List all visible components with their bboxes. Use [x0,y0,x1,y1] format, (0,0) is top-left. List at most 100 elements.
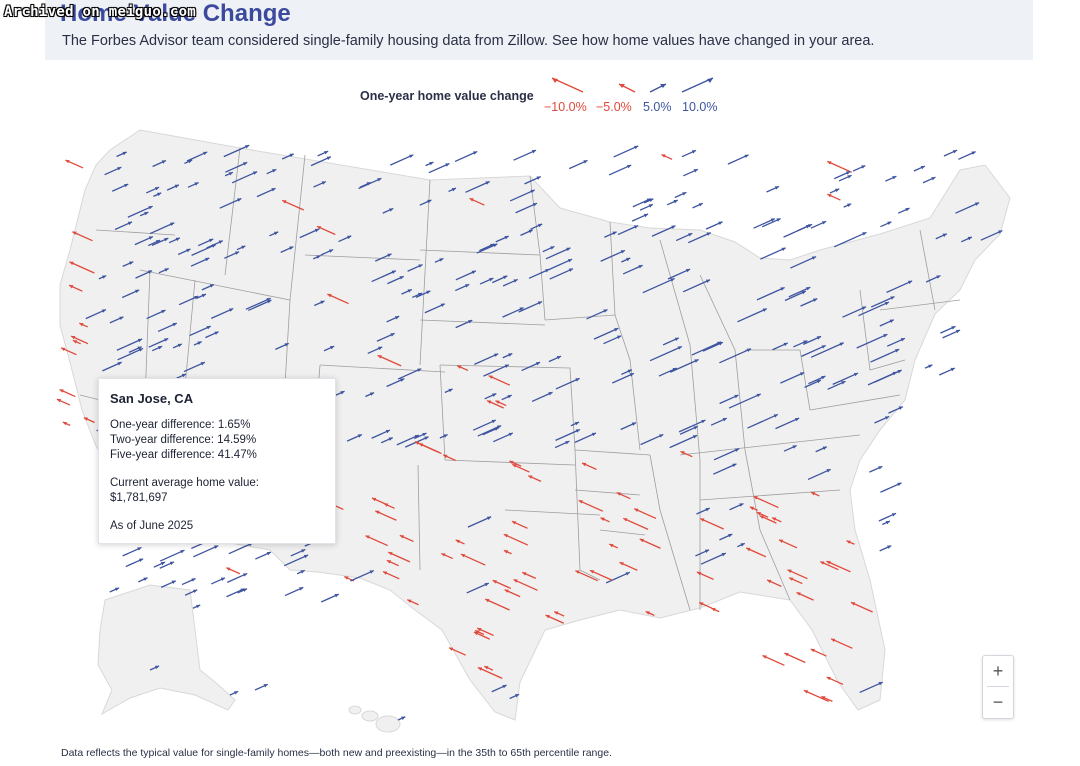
state-border [439,364,446,461]
growth-arrow [98,274,107,280]
tooltip-current-value: $1,781,697 [110,492,168,504]
decline-arrow [639,538,661,549]
growth-arrow [314,300,325,307]
decline-arrow [600,517,610,523]
growth-arrow [603,335,622,345]
growth-arrow [125,558,144,568]
growth-arrow [574,432,597,443]
decline-arrow [771,517,782,523]
growth-arrow [454,150,478,163]
growth-arrow [448,187,457,193]
growth-arrow [520,229,534,236]
growth-arrow [833,231,867,248]
state-border [744,449,791,601]
decline-arrow [698,601,713,609]
growth-arrow [376,332,395,342]
growth-arrow [104,166,122,176]
growth-arrow [568,159,588,170]
growth-arrow [632,198,652,208]
decline-arrow [784,652,806,664]
state-border [319,364,446,373]
growth-arrow [197,238,214,247]
decline-arrow [827,160,852,173]
growth-arrow [554,440,570,449]
zoom-in-button[interactable]: + [992,660,1004,681]
growth-arrow [168,237,181,244]
growth-arrow [879,319,895,327]
growth-arrow [472,419,497,431]
growth-arrow [696,507,710,515]
state-border [417,464,421,571]
growth-arrow [719,348,752,364]
state-border [919,229,936,311]
growth-arrow [465,180,490,193]
growth-arrow [178,295,199,306]
growth-arrow [880,482,902,493]
growth-arrow [444,388,453,394]
growth-arrow [149,222,175,235]
decline-arrow [56,398,71,406]
growth-arrow [312,254,321,260]
city-tooltip: San Jose, CA One-year difference: 1.65% … [98,378,336,544]
decline-arrow [661,153,673,160]
footnote: Data reflects the typical value for sing… [61,747,612,759]
decline-arrow [62,421,71,426]
decline-arrow [762,654,785,666]
growth-arrow [727,154,749,165]
growth-arrow [842,306,867,318]
decline-arrow [495,400,507,407]
growth-arrow [296,569,306,575]
growth-arrow [255,551,272,560]
growth-arrow [407,263,423,272]
decline-arrow [826,676,844,686]
decline-arrow [414,441,440,453]
growth-arrow [885,175,897,182]
growth-arrow [231,171,258,184]
tooltip-city: San Jose, CA [110,391,194,406]
growth-arrow [237,588,248,594]
decline-arrow [753,495,779,509]
decline-arrow [488,375,511,386]
growth-arrow [121,289,140,299]
decline-arrow [527,475,542,482]
growth-arrow [728,393,762,409]
decline-arrow [474,629,485,636]
growth-arrow [838,174,852,182]
growth-arrow [834,170,851,180]
growth-arrow [886,337,906,347]
state-border [544,314,641,451]
growth-arrow [783,444,797,452]
growth-arrow [439,433,448,439]
growth-arrow [122,261,134,267]
archive-badge[interactable]: Archived on meiguo.com [4,4,197,20]
growth-arrow [542,245,555,253]
growth-arrow [266,168,277,175]
growth-arrow [177,248,191,256]
growth-arrow [482,427,499,436]
growth-arrow [254,683,269,691]
growth-arrow [387,275,404,285]
growth-arrow [192,604,201,609]
growth-arrow [275,342,289,350]
growth-arrow [662,337,680,346]
growth-arrow [549,268,574,280]
growth-arrow [621,369,633,376]
decline-arrow [60,347,77,356]
growth-arrow [382,207,394,214]
state-border [304,254,421,261]
growth-arrow [269,231,279,237]
zoom-out-button[interactable]: − [992,691,1004,712]
growth-arrow [695,549,710,557]
growth-arrow [586,308,608,320]
growth-arrow [555,377,580,390]
decline-arrow [70,335,89,345]
decline-arrow [78,322,88,328]
growth-arrow [613,145,639,158]
growth-arrow [455,283,470,292]
decline-arrow [377,354,402,367]
growth-arrow [675,232,693,242]
growth-arrow [788,286,811,298]
growth-arrow [380,437,394,444]
growth-arrow [128,346,142,353]
state-border [444,459,576,466]
